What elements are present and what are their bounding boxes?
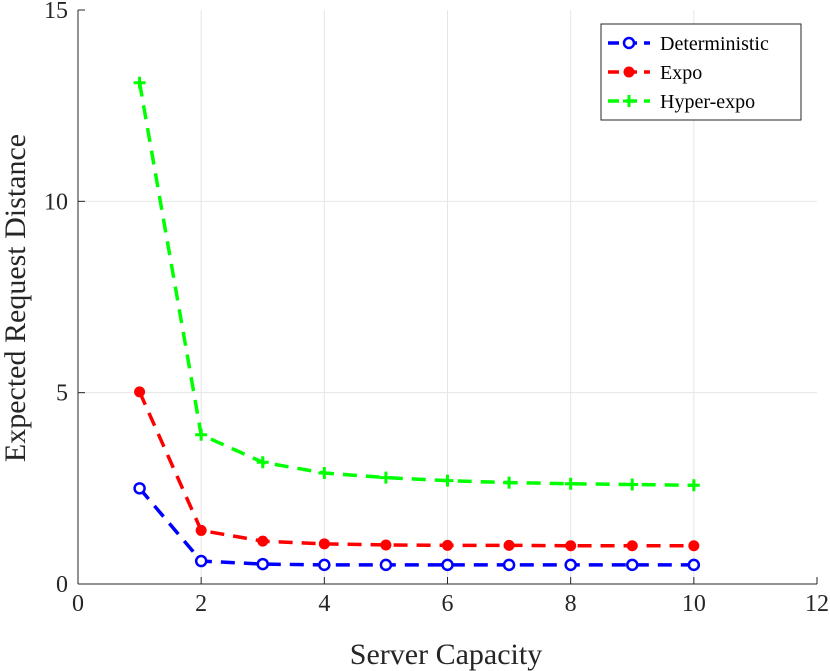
data-point-expo xyxy=(442,539,453,551)
data-point-deterministic xyxy=(318,558,331,572)
series-deterministic xyxy=(133,482,701,572)
series-line-expo xyxy=(137,391,694,548)
data-point-hyper-expo xyxy=(195,428,208,441)
y-tick-label: 5 xyxy=(56,381,68,407)
series-expo xyxy=(134,386,700,552)
x-tick-label: 12 xyxy=(805,591,829,617)
data-point-hyper-expo xyxy=(318,467,331,480)
data-point-expo xyxy=(503,539,515,551)
axes: 0 2 4 6 8 10 12 0 5 10 15 xyxy=(44,0,829,617)
data-point-expo xyxy=(257,535,269,547)
y-axis-label: Expected Request Distance xyxy=(0,134,32,462)
x-tick-label: 10 xyxy=(682,591,706,617)
data-point-expo xyxy=(565,540,577,552)
data-point-hyper-expo xyxy=(626,478,639,491)
legend-item-hyper-expo: Hyper-expo xyxy=(608,91,755,113)
series-hyper-expo xyxy=(133,76,700,492)
data-series xyxy=(133,76,701,572)
x-tick-label: 6 xyxy=(442,591,454,617)
data-point-deterministic xyxy=(379,558,393,572)
legend-item-expo: Expo xyxy=(608,62,702,84)
data-point-expo xyxy=(195,524,207,536)
data-point-expo xyxy=(626,540,638,552)
data-point-expo xyxy=(688,540,700,552)
grid-lines xyxy=(78,10,817,584)
data-point-hyper-expo xyxy=(379,471,392,484)
data-point-deterministic xyxy=(133,482,146,495)
x-tick-label: 4 xyxy=(318,591,330,617)
x-tick-label: 2 xyxy=(195,591,207,617)
legend-marker-expo xyxy=(623,66,635,78)
data-point-deterministic xyxy=(194,554,208,568)
legend-label-expo: Expo xyxy=(660,62,702,84)
data-point-expo xyxy=(380,539,392,551)
data-point-hyper-expo xyxy=(256,456,269,469)
data-point-hyper-expo xyxy=(441,474,454,487)
data-point-deterministic xyxy=(502,558,516,572)
data-point-deterministic xyxy=(626,558,639,572)
data-point-deterministic xyxy=(256,557,269,571)
data-point-deterministic xyxy=(687,558,701,572)
legend-marker-deterministic xyxy=(622,36,636,50)
y-tick-label: 15 xyxy=(44,0,68,24)
series-line-deterministic xyxy=(138,487,694,567)
data-point-hyper-expo xyxy=(133,76,146,89)
y-tick-label: 0 xyxy=(56,572,68,598)
x-tick-label: 8 xyxy=(565,591,577,617)
legend-item-deterministic: Deterministic xyxy=(608,33,769,55)
series-line-hyper-expo xyxy=(137,82,694,488)
x-tick-label: 0 xyxy=(72,591,84,617)
y-tick-label: 10 xyxy=(44,189,68,215)
data-point-expo xyxy=(318,538,330,550)
data-point-deterministic xyxy=(564,558,577,572)
data-point-hyper-expo xyxy=(687,479,700,492)
x-axis-label: Server Capacity xyxy=(350,638,542,671)
data-point-hyper-expo xyxy=(564,477,577,490)
data-point-deterministic xyxy=(441,558,454,572)
data-point-hyper-expo xyxy=(503,476,516,489)
legend-label-hyper-expo: Hyper-expo xyxy=(660,91,755,113)
legend: Deterministic Expo Hyper-expo xyxy=(600,23,802,121)
legend-label-deterministic: Deterministic xyxy=(660,33,769,55)
data-point-expo xyxy=(134,386,146,398)
legend-marker-hyper-expo xyxy=(623,95,635,107)
